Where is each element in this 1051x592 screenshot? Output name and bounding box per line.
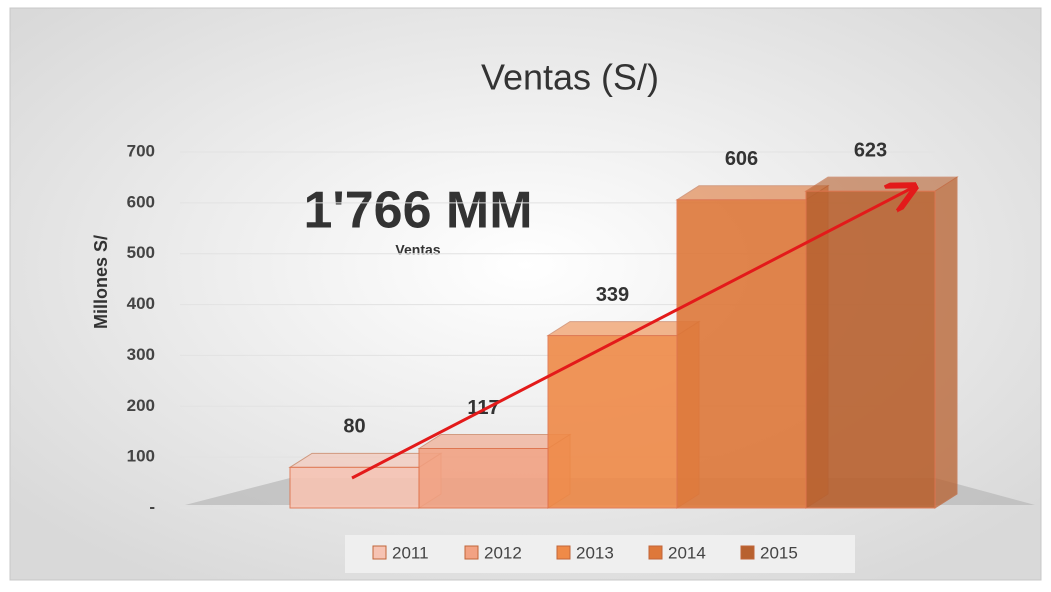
bar-top (546, 321, 701, 337)
bar-top (675, 185, 830, 201)
y-tick-label: - (149, 497, 155, 516)
y-tick-label: 100 (127, 447, 155, 466)
value-label: 339 (596, 284, 629, 306)
value-label: 606 (725, 148, 758, 170)
legend-swatch (648, 545, 663, 560)
annotation: Ventas (395, 242, 440, 258)
bar (547, 335, 678, 509)
y-tick-label: 300 (127, 345, 155, 364)
y-tick-label: 600 (127, 192, 155, 211)
y-tick-label: 500 (127, 243, 155, 262)
value-label: 80 (343, 416, 365, 438)
y-tick-label: 200 (127, 396, 155, 415)
legend-label: 2014 (668, 543, 706, 562)
bar-top (804, 176, 959, 192)
legend-label: 2013 (576, 543, 614, 562)
legend-box (345, 535, 855, 573)
bar (805, 190, 936, 509)
bar-top (417, 433, 572, 449)
annotation: 1'766 MM (303, 182, 532, 240)
legend-swatch (556, 545, 571, 560)
legend-swatch (372, 545, 387, 560)
bar (676, 199, 807, 509)
legend-label: 2012 (484, 543, 522, 562)
value-label: 623 (854, 139, 887, 161)
bar-top (288, 452, 443, 468)
bar-side (934, 176, 958, 509)
y-tick-label: 700 (127, 141, 155, 160)
y-axis-label: Millones S/ (91, 235, 111, 329)
bar (289, 466, 420, 509)
legend-swatch (740, 545, 755, 560)
legend-label: 2011 (392, 543, 429, 562)
chart-title: Ventas (S/) (481, 57, 659, 98)
y-tick-label: 400 (127, 294, 155, 313)
legend-swatch (464, 545, 479, 560)
trend-arrow (351, 188, 912, 480)
legend: 2011 2012 2013 2014 2015 (372, 543, 798, 562)
bar (418, 447, 549, 509)
legend-label: 2015 (760, 543, 798, 562)
